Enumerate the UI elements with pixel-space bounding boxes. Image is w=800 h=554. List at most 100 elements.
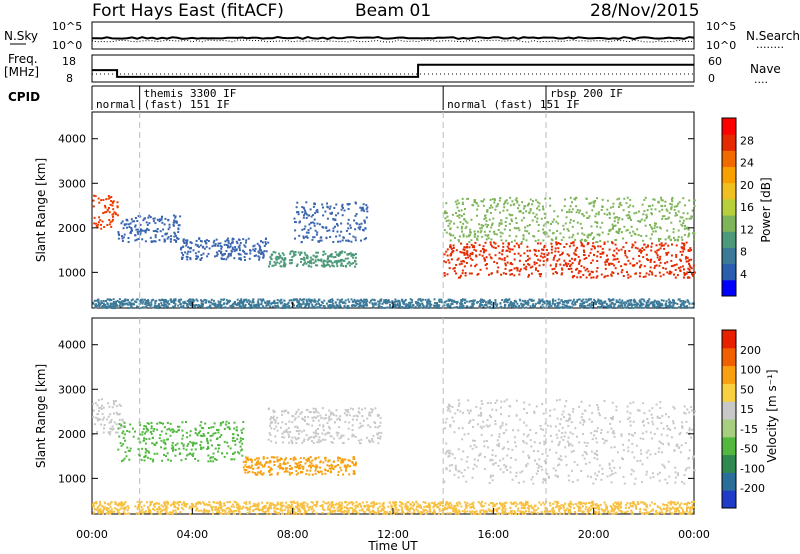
data-cell xyxy=(453,300,456,303)
data-cell xyxy=(603,241,606,244)
data-cell xyxy=(236,433,239,436)
data-cell xyxy=(409,304,412,307)
data-cell xyxy=(244,303,247,306)
data-cell xyxy=(596,255,599,258)
data-cell xyxy=(293,253,296,256)
data-cell xyxy=(612,254,615,257)
data-cell xyxy=(309,208,312,211)
data-cell xyxy=(527,299,530,302)
data-cell xyxy=(156,452,159,455)
data-cell xyxy=(462,222,465,225)
data-cell xyxy=(579,209,582,212)
data-cell xyxy=(626,410,629,413)
data-cell xyxy=(280,298,283,301)
data-cell xyxy=(510,302,513,305)
data-cell xyxy=(326,217,329,220)
data-cell xyxy=(297,211,300,213)
data-cell xyxy=(92,403,95,406)
data-cell xyxy=(182,443,185,446)
data-cell xyxy=(692,232,694,235)
data-cell xyxy=(182,434,184,437)
data-cell xyxy=(493,233,496,235)
data-cell xyxy=(339,299,342,302)
data-cell xyxy=(473,299,476,302)
data-cell xyxy=(302,206,305,209)
data-cell xyxy=(303,420,306,422)
data-cell xyxy=(181,429,184,432)
data-cell xyxy=(497,442,500,445)
data-cell xyxy=(248,470,251,473)
data-cell xyxy=(283,470,286,473)
data-cell xyxy=(202,300,205,303)
data-cell xyxy=(209,301,212,304)
data-cell xyxy=(661,303,664,306)
data-cell xyxy=(638,250,641,253)
data-cell xyxy=(167,300,170,303)
data-cell xyxy=(354,436,357,438)
data-cell xyxy=(316,222,319,225)
data-cell xyxy=(326,229,329,232)
data-cell xyxy=(549,409,552,412)
data-cell xyxy=(646,417,649,420)
data-cell xyxy=(538,298,541,301)
data-cell xyxy=(207,432,210,434)
power-cbar-label: Power [dB] xyxy=(759,177,773,242)
data-cell xyxy=(134,300,136,303)
data-cell xyxy=(200,240,203,243)
data-cell xyxy=(409,298,412,301)
data-cell xyxy=(527,454,530,457)
data-cell xyxy=(534,239,537,242)
data-cell xyxy=(506,245,509,248)
data-cell xyxy=(245,239,248,242)
data-cell xyxy=(344,420,347,423)
data-cell xyxy=(119,442,122,445)
data-cell xyxy=(568,211,571,214)
data-cell xyxy=(305,473,308,476)
data-cell xyxy=(640,251,643,254)
data-cell xyxy=(248,465,251,468)
data-cell xyxy=(189,258,192,261)
data-cell xyxy=(324,438,327,441)
data-cell xyxy=(519,299,522,302)
data-cell xyxy=(163,447,166,450)
data-cell xyxy=(548,229,551,232)
data-cell xyxy=(324,210,327,213)
data-cell xyxy=(308,299,311,302)
data-cell xyxy=(320,439,323,442)
data-cell xyxy=(204,422,207,425)
data-cell xyxy=(453,306,456,309)
data-cell xyxy=(448,407,451,410)
data-cell xyxy=(446,215,449,218)
data-cell xyxy=(270,456,273,459)
data-cell xyxy=(562,439,565,441)
data-cell xyxy=(458,235,461,238)
data-cell xyxy=(181,256,184,259)
data-cell xyxy=(646,258,649,261)
data-cell xyxy=(503,446,506,449)
data-cell xyxy=(303,214,305,217)
data-cell xyxy=(583,302,585,304)
data-cell xyxy=(501,253,504,256)
data-cell xyxy=(377,437,379,439)
data-cell xyxy=(320,260,323,263)
data-cell xyxy=(592,238,594,241)
data-cell xyxy=(215,458,218,461)
data-cell xyxy=(484,223,487,226)
data-cell xyxy=(687,228,690,231)
data-cell xyxy=(139,441,142,444)
data-cell xyxy=(317,438,320,441)
data-cell xyxy=(597,470,600,473)
data-cell xyxy=(661,208,664,211)
data-cell xyxy=(529,249,531,252)
data-cell xyxy=(543,255,546,258)
data-cell xyxy=(234,443,237,446)
data-cell xyxy=(617,218,620,221)
data-cell xyxy=(595,270,598,273)
data-cell xyxy=(143,437,146,440)
data-cell xyxy=(315,410,318,413)
data-cell xyxy=(273,261,276,264)
data-cell xyxy=(581,243,584,246)
data-cell xyxy=(428,306,431,309)
nave-label: Nave xyxy=(750,62,781,76)
data-cell xyxy=(129,222,132,225)
